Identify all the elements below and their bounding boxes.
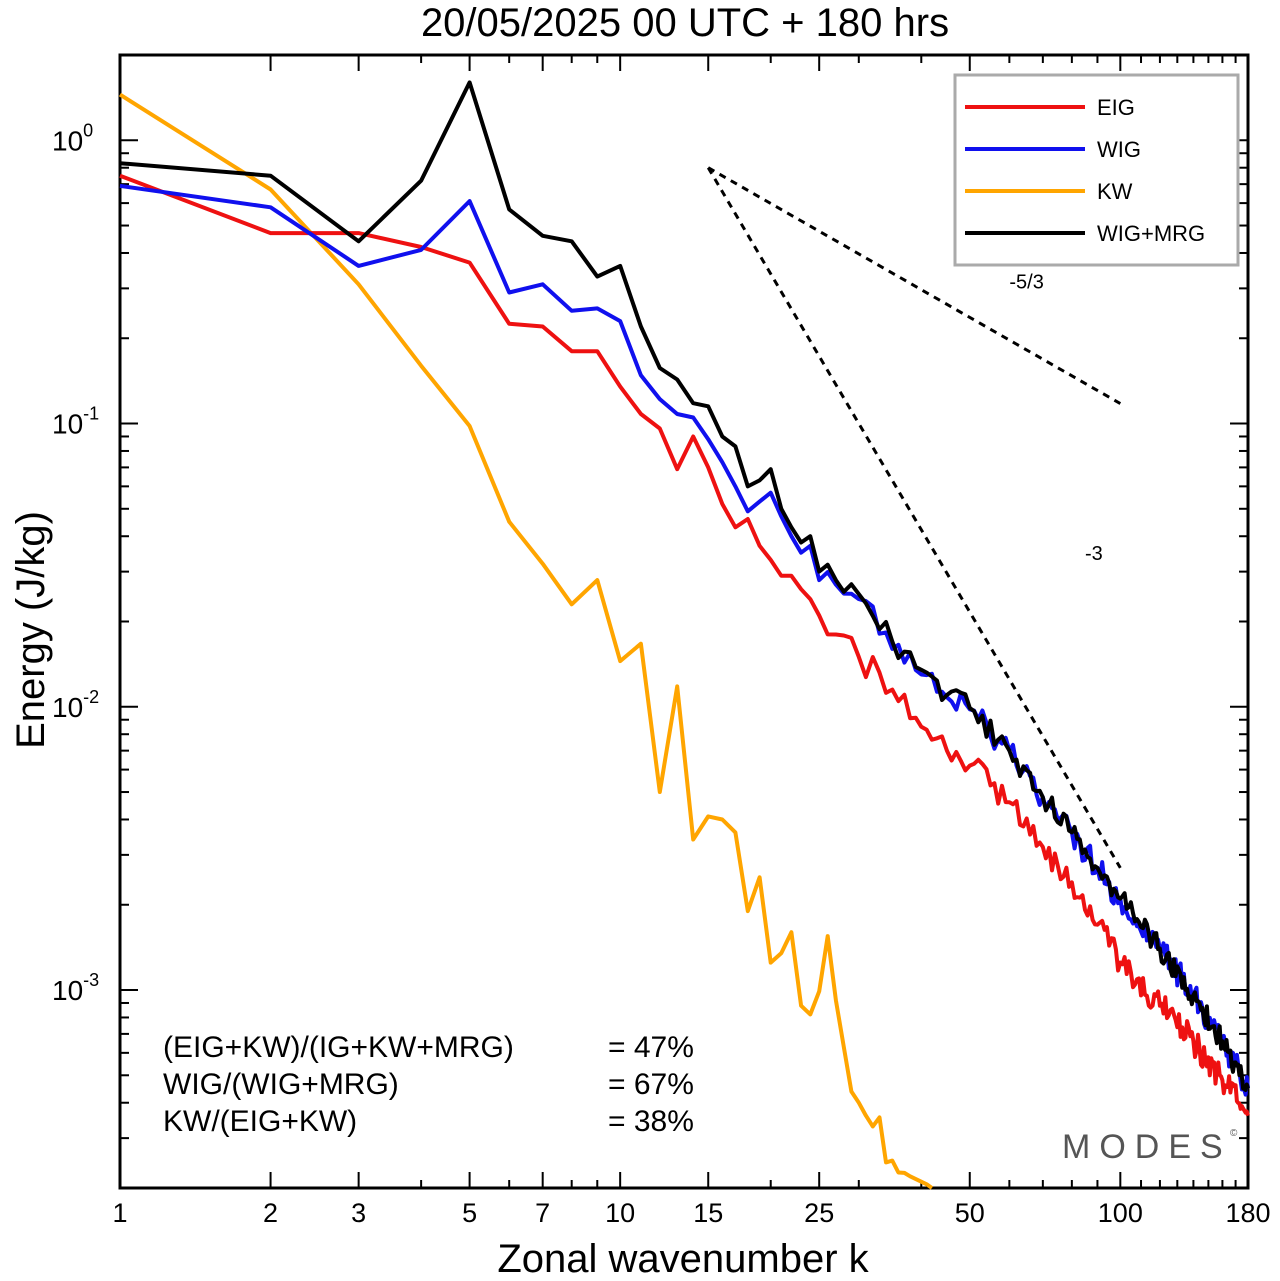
ratio-value: = 67% xyxy=(608,1068,694,1101)
axis-ticks: 1 2 3 5 7 10 15 25 50 100 180 100 10-1 10-2 10-3 xyxy=(52,54,1271,1228)
series-lines xyxy=(118,80,1250,1190)
chart-title: 20/05/2025 00 UTC + 180 hrs xyxy=(421,1,949,45)
y-tick-label: 10-3 xyxy=(52,970,99,1006)
legend-label: KW xyxy=(1097,179,1133,204)
x-tick-label: 100 xyxy=(1098,1198,1143,1228)
x-tick-label: 5 xyxy=(462,1198,477,1228)
ratio-label: KW/(EIG+KW) xyxy=(163,1105,357,1138)
ratio-annotations: (EIG+KW)/(IG+KW+MRG) = 47% WIG/(WIG+MRG) = … xyxy=(163,1031,694,1138)
y-tick-exponent: -2 xyxy=(83,687,99,707)
x-tick-label: 25 xyxy=(804,1198,834,1228)
modes-watermark: MODES xyxy=(1062,1128,1232,1166)
series-line-eig xyxy=(119,173,1250,1117)
series-line-wig xyxy=(119,183,1250,1097)
ratio-label: (EIG+KW)/(IG+KW+MRG) xyxy=(163,1031,514,1064)
legend-label: WIG xyxy=(1097,137,1141,162)
y-tick-label: 10-2 xyxy=(52,687,99,723)
slope-label: -5/3 xyxy=(1009,271,1043,293)
ratio-label: WIG/(WIG+MRG) xyxy=(163,1068,399,1101)
series-line-wig-mrg xyxy=(119,80,1250,1092)
ratio-value: = 47% xyxy=(608,1031,694,1064)
ratio-value: = 38% xyxy=(608,1105,694,1138)
copyright-mark: © xyxy=(1230,1128,1238,1139)
x-tick-label: 15 xyxy=(693,1198,723,1228)
slope-label: -3 xyxy=(1085,543,1103,565)
x-tick-label: 50 xyxy=(955,1198,985,1228)
x-tick-label: 10 xyxy=(605,1198,635,1228)
y-tick-label: 100 xyxy=(52,120,93,156)
legend: EIG WIG KW WIG+MRG xyxy=(953,73,1240,267)
x-axis-label: Zonal wavenumber k xyxy=(497,1237,869,1281)
y-tick-exponent: 0 xyxy=(83,120,93,140)
slope-reference-lines: -5/3 -3 xyxy=(706,166,1122,869)
y-tick-exponent: -3 xyxy=(83,970,99,990)
y-axis-label: Energy (J/kg) xyxy=(9,511,53,749)
slope-line xyxy=(706,166,1122,869)
legend-label: WIG+MRG xyxy=(1097,221,1205,246)
x-tick-label: 7 xyxy=(535,1198,550,1228)
legend-label: EIG xyxy=(1097,95,1135,120)
x-tick-label: 1 xyxy=(112,1198,127,1228)
x-tick-label: 2 xyxy=(263,1198,278,1228)
y-tick-label: 10-1 xyxy=(52,404,99,440)
slope-line xyxy=(707,166,1122,405)
x-tick-label: 3 xyxy=(351,1198,366,1228)
y-tick-exponent: -1 xyxy=(83,404,99,424)
x-tick-label: 180 xyxy=(1225,1198,1270,1228)
series-line-kw xyxy=(118,92,934,1190)
